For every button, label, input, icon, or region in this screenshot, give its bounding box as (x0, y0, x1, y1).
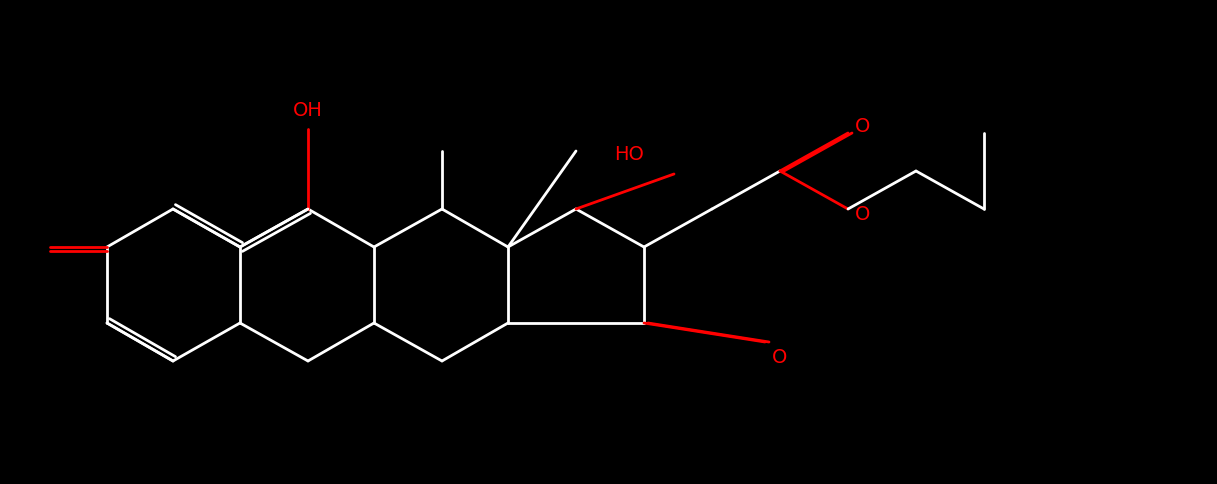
Text: O: O (856, 205, 870, 224)
Text: O: O (856, 116, 870, 135)
Text: O: O (773, 348, 787, 367)
Text: HO: HO (615, 145, 644, 164)
Text: OH: OH (293, 100, 323, 119)
